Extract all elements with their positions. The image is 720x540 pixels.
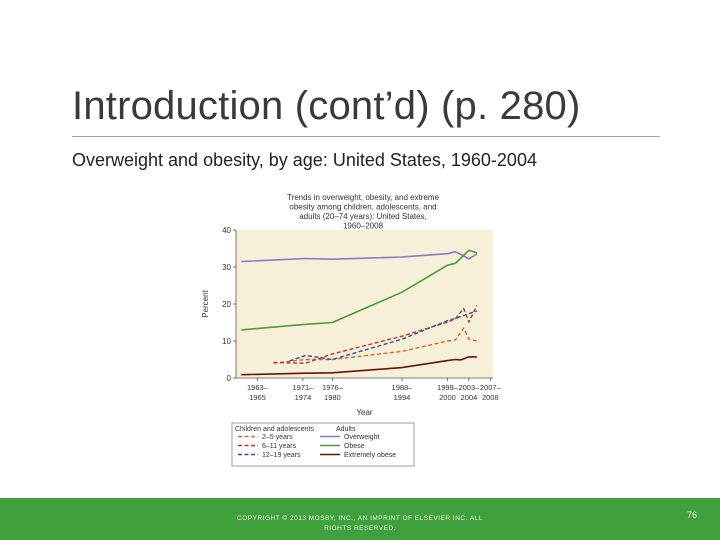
y-tick-label: 0 [227, 374, 232, 383]
chart-title-line: Trends in overweight, obesity, and extre… [287, 193, 440, 202]
legend-entry: 12–19 years [262, 452, 301, 459]
x-tick-label: 1974 [295, 393, 312, 402]
series-line-extremely_obese [241, 356, 477, 376]
x-tick-label: 1963– [247, 383, 269, 392]
x-tick-label: 1999– [437, 383, 459, 392]
x-tick-label: 2007– [480, 383, 502, 392]
x-tick-label: 2003– [458, 383, 480, 392]
series-line-overweight [241, 251, 478, 263]
x-tick-label: 1994 [394, 393, 411, 402]
legend: Children and adolescents Adults 2–5 years 6… [231, 422, 415, 467]
series-line-age_12_19 [289, 310, 478, 362]
legend-box [231, 422, 415, 467]
chart-title: Trends in overweight, obesity, and extre… [287, 193, 440, 231]
chart-svg: Trends in overweight, obesity, and extre… [201, 193, 502, 467]
title-divider [72, 136, 660, 137]
legend-entry: Obese [344, 443, 365, 450]
legend-entry: 6–11 years [262, 443, 297, 450]
page-number: 76 [686, 510, 697, 520]
x-tick-label: 1976– [322, 383, 344, 392]
x-tick-label: 1971– [292, 383, 314, 392]
x-tick-label: 2004 [461, 393, 478, 402]
x-axis-label: Year [356, 408, 373, 417]
legend-group-adults: Adults [336, 426, 356, 433]
chart-title-line: 1960–2008 [343, 222, 384, 231]
legend-group-children: Children and adolescents [235, 426, 314, 433]
x-tick-label: 2000 [439, 393, 456, 402]
y-tick-label: 20 [222, 300, 231, 309]
series-line-age_6_11 [273, 305, 478, 364]
y-axis-label: Percent [201, 289, 210, 317]
legend-entry: 2–5 years [262, 434, 293, 441]
x-tick-label: 1980 [324, 393, 341, 402]
plot-area [236, 230, 493, 378]
chart-figure: Trends in overweight, obesity, and extre… [196, 186, 526, 470]
y-tick-label: 30 [222, 263, 231, 272]
legend-entry: Extremely obese [344, 452, 396, 459]
y-tick-label: 10 [222, 337, 231, 346]
series-line-obese [241, 249, 478, 331]
footer-bar [0, 498, 720, 540]
y-tick-label: 40 [222, 226, 231, 235]
y-axis: 0 10 20 30 40 [222, 226, 237, 383]
series-layer [241, 249, 478, 376]
x-axis: 1963–1965 1971–1974 1976–1980 1988–1994 1999… [236, 377, 502, 402]
legend-entry: Overweight [344, 434, 379, 441]
x-tick-label: 1965 [249, 393, 266, 402]
slide-title: Introduction (cont’d) (p. 280) [72, 84, 581, 128]
slide-subtitle: Overweight and obesity, by age: United S… [72, 150, 537, 170]
chart-title-line: obesity among children, adolescents, and [289, 203, 436, 212]
x-tick-label: 1988– [392, 383, 414, 392]
x-tick-label: 2008 [482, 393, 499, 402]
footer-copyright: COPYRIGHT © 2013 MOSBY, INC., AN IMPRINT… [237, 515, 483, 532]
chart-title-line: adults (20–74 years): United States, [299, 212, 427, 221]
